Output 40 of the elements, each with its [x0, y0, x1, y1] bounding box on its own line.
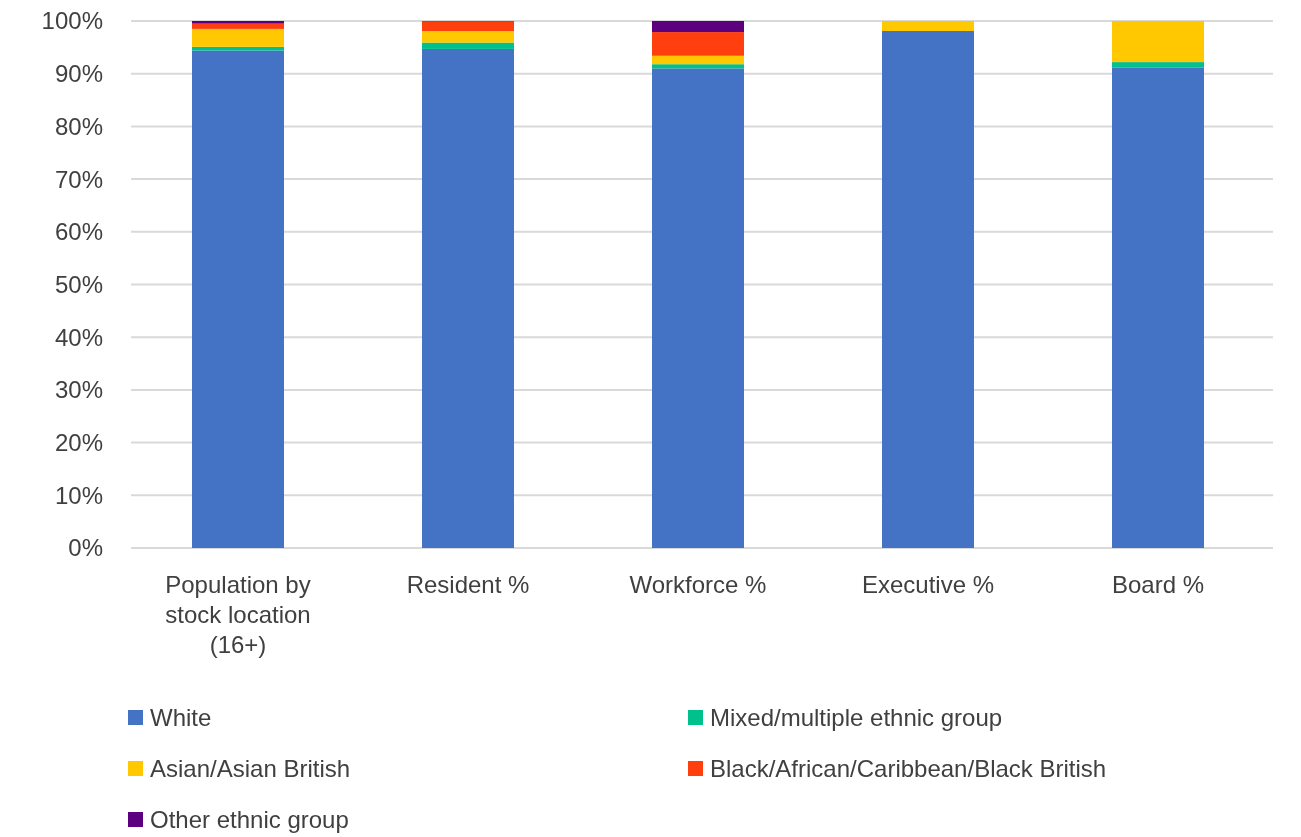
- bar: [652, 32, 744, 56]
- bar: [1112, 67, 1204, 548]
- y-tick-label: 100%: [41, 7, 103, 35]
- bar: [192, 50, 284, 548]
- bar: [192, 23, 284, 29]
- bar: [652, 64, 744, 69]
- y-tick-label: 60%: [54, 218, 103, 246]
- legend-label: Other ethnic group: [150, 806, 349, 834]
- y-tick-label: 40%: [54, 323, 103, 351]
- bar: [192, 21, 284, 24]
- bar: [422, 21, 514, 32]
- bar: [422, 48, 514, 548]
- legend-label: Mixed/multiple ethnic group: [710, 704, 1003, 732]
- legend-label: Black/African/Caribbean/Black British: [710, 755, 1107, 783]
- y-tick-label: 10%: [54, 481, 103, 509]
- y-tick-label: 50%: [54, 270, 103, 298]
- y-tick-label: 20%: [54, 429, 103, 456]
- bar: [882, 31, 974, 548]
- bar: [652, 68, 744, 548]
- y-tick-label: 30%: [54, 376, 103, 404]
- bar: [422, 31, 514, 43]
- bar: [192, 28, 284, 47]
- x-tick-label: Resident %: [406, 571, 530, 598]
- x-tick-label: Population by stock location (16+): [165, 571, 311, 658]
- y-tick-label: 70%: [54, 165, 103, 193]
- x-tick-label: Executive %: [861, 571, 995, 598]
- bar: [1112, 62, 1204, 68]
- y-tick-label: 0%: [68, 534, 103, 562]
- bar: [882, 21, 974, 32]
- x-tick-label: Board %: [1111, 571, 1205, 598]
- bar: [192, 46, 284, 51]
- bar: [1112, 21, 1204, 63]
- bar: [422, 42, 514, 49]
- bar: [652, 21, 744, 33]
- bar: [652, 55, 744, 65]
- legend-label: White: [150, 704, 212, 732]
- legend-label: Asian/Asian British: [150, 755, 351, 783]
- y-tick-label: 80%: [54, 112, 103, 140]
- x-tick-label: Workforce %: [629, 571, 767, 598]
- y-tick-label: 90%: [54, 60, 103, 88]
